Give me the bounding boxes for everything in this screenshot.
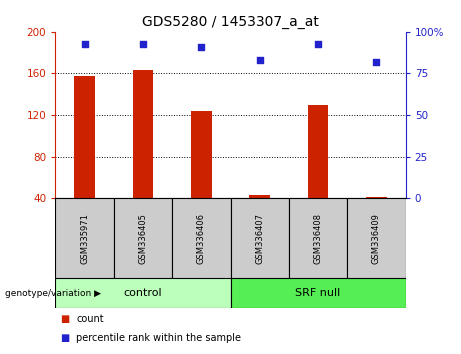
Point (81, 41, 88, 46)
Bar (133, 70, 153, 198)
Bar (191, 111, 212, 198)
Text: GSM335971: GSM335971 (80, 213, 89, 263)
Text: genotype/variation ▶: genotype/variation ▶ (5, 289, 100, 298)
Point (198, 44, 205, 50)
Bar (366, 197, 387, 198)
Text: GSM336408: GSM336408 (313, 212, 323, 264)
Bar (289, 198, 347, 278)
Text: ■: ■ (60, 314, 69, 324)
Bar (55, 278, 230, 308)
Text: GSM336406: GSM336406 (197, 212, 206, 264)
Bar (308, 105, 328, 198)
Point (139, 41, 147, 46)
Bar (114, 198, 172, 278)
Text: percentile rank within the sample: percentile rank within the sample (76, 333, 241, 343)
Bar (249, 195, 270, 198)
Text: SRF null: SRF null (296, 288, 341, 298)
Bar (172, 198, 230, 278)
Point (256, 57, 263, 63)
Text: ■: ■ (60, 333, 69, 343)
Bar (230, 278, 406, 308)
Title: GDS5280 / 1453307_a_at: GDS5280 / 1453307_a_at (142, 16, 319, 29)
Text: count: count (76, 314, 104, 324)
Point (373, 59, 380, 65)
Text: GSM336405: GSM336405 (138, 213, 148, 263)
Bar (55, 198, 114, 278)
Text: GSM336409: GSM336409 (372, 213, 381, 263)
Bar (74, 75, 95, 198)
Bar (347, 198, 406, 278)
Text: control: control (124, 288, 162, 298)
Point (314, 41, 322, 46)
Bar (230, 198, 289, 278)
Text: GSM336407: GSM336407 (255, 212, 264, 264)
